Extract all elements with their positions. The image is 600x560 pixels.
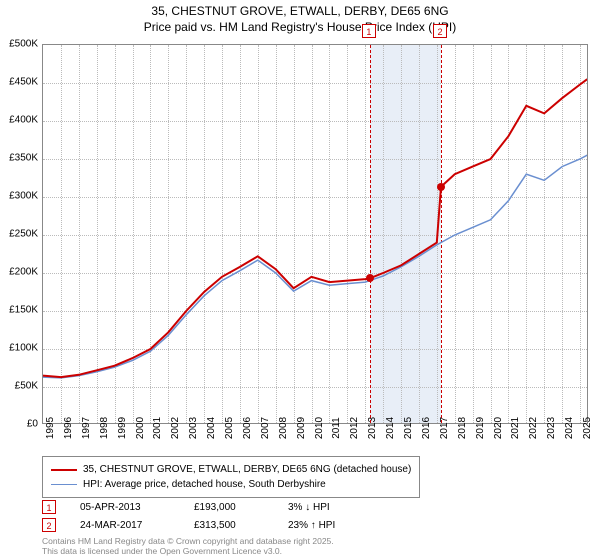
xtick-label: 2006: [242, 417, 253, 439]
xtick-label: 2020: [493, 417, 504, 439]
chart-container: 35, CHESTNUT GROVE, ETWALL, DERBY, DE65 …: [0, 0, 600, 560]
sale-marker-box: 1: [362, 24, 376, 38]
sale-delta: 23% ↑ HPI: [288, 520, 368, 531]
ytick-label: £250K: [0, 229, 38, 240]
sale-row: 1 05-APR-2013 £193,000 3% ↓ HPI: [42, 498, 368, 516]
xtick-label: 2024: [564, 417, 575, 439]
ytick-label: £350K: [0, 153, 38, 164]
sale-index-box: 2: [42, 518, 56, 532]
sale-price: £313,500: [194, 520, 264, 531]
xtick-label: 2011: [331, 417, 342, 439]
xtick-label: 1999: [117, 417, 128, 439]
xtick-label: 2013: [367, 417, 378, 439]
sale-point: [366, 274, 374, 282]
xtick-label: 2004: [206, 417, 217, 439]
sale-index-box: 1: [42, 500, 56, 514]
sale-marker-box: 2: [433, 24, 447, 38]
sale-date: 24-MAR-2017: [80, 520, 170, 531]
xtick-label: 2019: [475, 417, 486, 439]
xtick-label: 1998: [99, 417, 110, 439]
legend-row: HPI: Average price, detached house, Sout…: [51, 477, 411, 492]
ytick-label: £100K: [0, 343, 38, 354]
ytick-label: £50K: [0, 381, 38, 392]
footer: Contains HM Land Registry data © Crown c…: [42, 536, 334, 556]
xtick-label: 1995: [45, 417, 56, 439]
legend-row: 35, CHESTNUT GROVE, ETWALL, DERBY, DE65 …: [51, 462, 411, 477]
title-block: 35, CHESTNUT GROVE, ETWALL, DERBY, DE65 …: [0, 0, 600, 35]
xtick-label: 2003: [188, 417, 199, 439]
xtick-label: 2016: [421, 417, 432, 439]
xtick-label: 2014: [385, 417, 396, 439]
footer-line2: This data is licensed under the Open Gov…: [42, 546, 334, 556]
xtick-label: 1997: [81, 417, 92, 439]
ytick-label: £450K: [0, 77, 38, 88]
footer-line1: Contains HM Land Registry data © Crown c…: [42, 536, 334, 546]
xtick-label: 2009: [296, 417, 307, 439]
ytick-label: £200K: [0, 267, 38, 278]
xtick-label: 1996: [63, 417, 74, 439]
series-price_paid: [43, 79, 587, 377]
xtick-label: 2025: [582, 417, 593, 439]
ytick-label: £400K: [0, 115, 38, 126]
plot-region: [42, 44, 588, 424]
ytick-label: £150K: [0, 305, 38, 316]
series-hpi: [43, 155, 587, 378]
xtick-label: 2001: [152, 417, 163, 439]
xtick-label: 2017: [439, 417, 450, 439]
ytick-label: £500K: [0, 39, 38, 50]
sale-row: 2 24-MAR-2017 £313,500 23% ↑ HPI: [42, 516, 368, 534]
sale-date: 05-APR-2013: [80, 502, 170, 513]
xtick-label: 2008: [278, 417, 289, 439]
series-svg: [43, 45, 588, 424]
xtick-label: 2021: [510, 417, 521, 439]
xtick-label: 2000: [135, 417, 146, 439]
xtick-label: 2022: [528, 417, 539, 439]
ytick-label: £300K: [0, 191, 38, 202]
xtick-label: 2002: [170, 417, 181, 439]
xtick-label: 2018: [457, 417, 468, 439]
xtick-label: 2010: [314, 417, 325, 439]
xtick-label: 2012: [349, 417, 360, 439]
sale-point: [437, 183, 445, 191]
sale-delta: 3% ↓ HPI: [288, 502, 368, 513]
xtick-label: 2005: [224, 417, 235, 439]
title-subtitle: Price paid vs. HM Land Registry's House …: [0, 20, 600, 36]
xtick-label: 2023: [546, 417, 557, 439]
legend-label-series1: 35, CHESTNUT GROVE, ETWALL, DERBY, DE65 …: [83, 462, 411, 477]
title-address: 35, CHESTNUT GROVE, ETWALL, DERBY, DE65 …: [0, 4, 600, 20]
xtick-label: 2007: [260, 417, 271, 439]
sale-price: £193,000: [194, 502, 264, 513]
legend: 35, CHESTNUT GROVE, ETWALL, DERBY, DE65 …: [42, 456, 420, 498]
xtick-label: 2015: [403, 417, 414, 439]
legend-swatch-series2: [51, 484, 77, 485]
chart-area: £0£50K£100K£150K£200K£250K£300K£350K£400…: [42, 44, 588, 424]
sale-rows: 1 05-APR-2013 £193,000 3% ↓ HPI 2 24-MAR…: [42, 498, 368, 534]
legend-swatch-series1: [51, 469, 77, 471]
legend-label-series2: HPI: Average price, detached house, Sout…: [83, 477, 326, 492]
ytick-label: £0: [0, 419, 38, 430]
